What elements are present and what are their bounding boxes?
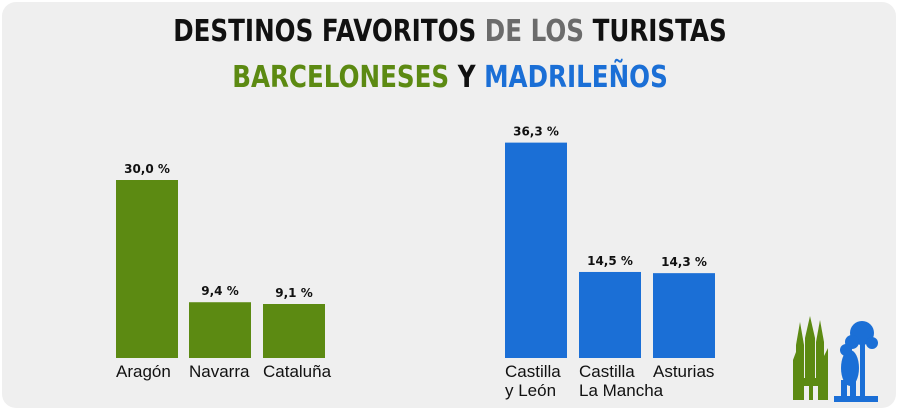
chart-title-line-2: BARCELONESES Y MADRILEÑOS [81, 60, 819, 95]
title-line-2-segment-0: BARCELONESES [232, 60, 450, 95]
sagrada-familia-icon [793, 316, 828, 400]
barcelona-category-label-2: Cataluña [263, 362, 332, 381]
madrid-value-label-0: 36,3 % [513, 125, 559, 139]
chart-title-line-1: DESTINOS FAVORITOS DE LOS TURISTAS [81, 14, 819, 49]
madrid-value-label-1: 14,5 % [587, 254, 633, 268]
madrid-category-label-1-line-0: Castilla [579, 362, 635, 381]
barcelona-bar-0 [116, 180, 178, 358]
madrid-category-label-1-line-1: La Mancha [579, 381, 664, 400]
barcelona-destinations-chart: 30,0 % Aragón 9,4 % Navarra 9,1 % Cataluña [116, 162, 332, 381]
title-line-2-segment-2: MADRILEÑOS [484, 60, 668, 95]
madrid-value-label-2: 14,3 % [661, 255, 707, 269]
madrid-bar-1 [579, 271, 641, 358]
barcelona-category-label-0: Aragón [116, 362, 171, 381]
madrid-category-label-0-line-1: y León [505, 381, 556, 400]
title-line-1-segment-2: TURISTAS [584, 14, 727, 49]
title-line-1-segment-0: DESTINOS FAVORITOS [173, 14, 485, 49]
barcelona-value-label-0: 30,0 % [124, 162, 170, 176]
title-line-1-segment-1: DE LOS [484, 14, 585, 49]
barcelona-bar-1 [189, 302, 251, 358]
title-line-2-segment-1: Y [449, 60, 485, 95]
barcelona-value-label-2: 9,1 % [275, 286, 312, 300]
barcelona-bar-2 [263, 304, 325, 358]
madrid-category-label-0-line-0: Castilla [505, 362, 561, 381]
barcelona-category-label-1: Navarra [189, 362, 250, 381]
madrid-bar-0 [505, 142, 567, 358]
madrid-bar-2 [653, 273, 715, 358]
oso-y-madrono-icon [834, 321, 878, 402]
madrid-category-label-2: Asturias [653, 362, 714, 381]
barcelona-value-label-1: 9,4 % [201, 284, 238, 298]
